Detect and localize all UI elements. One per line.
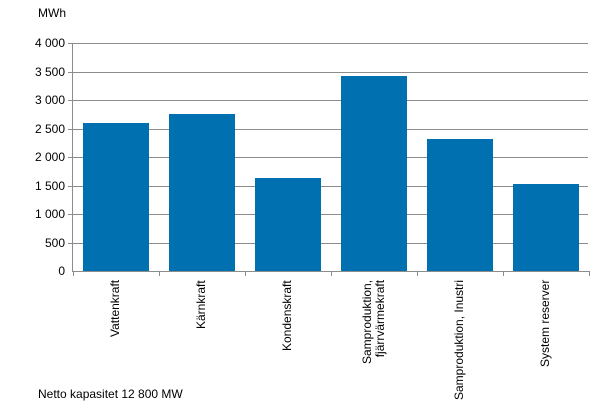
y-tick-label: 1 000: [34, 207, 65, 221]
x-axis-line: [72, 271, 589, 272]
x-tick-label: Kärnkraft: [194, 280, 208, 329]
gridline: [68, 157, 588, 158]
x-tick-label: Vattenkraft: [108, 279, 122, 337]
x-tick: [331, 271, 332, 276]
x-tick-label: Samproduktion, fjärrvärmekraft: [360, 279, 387, 364]
gridline: [68, 214, 588, 215]
x-tick: [589, 271, 590, 276]
bar: [83, 123, 149, 271]
gridline: [68, 243, 588, 244]
bar: [169, 114, 235, 271]
y-axis-line: [72, 43, 73, 272]
bar: [341, 76, 407, 271]
gridline: [68, 186, 588, 187]
x-tick-label: Kondenskraft: [280, 280, 294, 351]
y-tick-label: 3 500: [34, 65, 65, 79]
capacity-note: Netto kapasitet 12 800 MW: [38, 387, 183, 401]
y-axis-unit-label: MWh: [38, 6, 66, 20]
gridline: [68, 129, 588, 130]
x-tick: [417, 271, 418, 276]
bar: [513, 184, 579, 271]
y-tick-label: 0: [58, 264, 65, 278]
x-tick-label: Samproduktion, Inustri: [452, 279, 466, 400]
x-tick: [245, 271, 246, 276]
x-tick: [159, 271, 160, 276]
gridline: [68, 72, 588, 73]
y-tick-label: 2 500: [34, 122, 65, 136]
y-tick-label: 2 000: [34, 150, 65, 164]
x-tick: [503, 271, 504, 276]
x-tick: [73, 271, 74, 276]
bar: [427, 139, 493, 271]
y-tick-label: 1 500: [34, 179, 65, 193]
y-tick-label: 4 000: [34, 36, 65, 50]
y-tick-label: 500: [44, 236, 65, 250]
x-tick-label: System reserver: [538, 279, 552, 367]
gridline: [68, 100, 588, 101]
gridline: [68, 43, 588, 44]
y-tick-label: 3 000: [34, 93, 65, 107]
bar: [255, 178, 321, 271]
